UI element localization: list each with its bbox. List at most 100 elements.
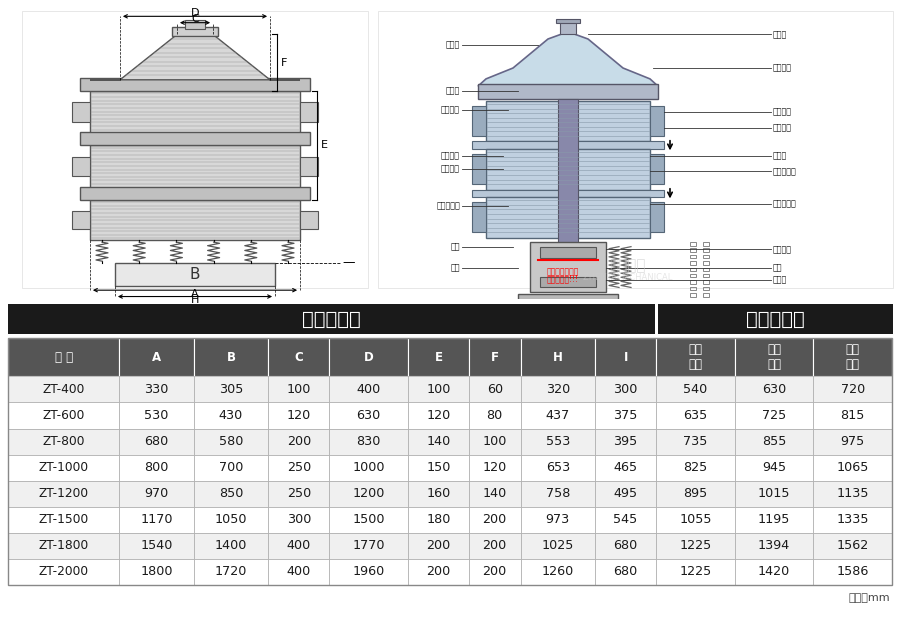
Bar: [329, 559, 408, 585]
Bar: [656, 533, 734, 559]
Bar: [690, 274, 696, 277]
Text: 电动机: 电动机: [773, 276, 788, 285]
Text: 压紧环: 压紧环: [446, 86, 460, 95]
Text: 1500: 1500: [353, 513, 385, 526]
Bar: [408, 533, 469, 559]
Text: ZT-1200: ZT-1200: [39, 487, 89, 500]
Bar: [185, 20, 205, 29]
Bar: [690, 255, 696, 258]
Text: 1025: 1025: [542, 539, 574, 553]
Bar: [656, 338, 734, 376]
Bar: [194, 533, 268, 559]
Bar: [656, 377, 734, 403]
Bar: [8, 507, 119, 533]
Bar: [408, 507, 469, 533]
Bar: [72, 210, 90, 229]
Bar: [268, 377, 329, 403]
Bar: [486, 149, 650, 190]
Bar: [595, 428, 656, 455]
Text: 375: 375: [614, 409, 638, 422]
Bar: [329, 377, 408, 403]
Bar: [194, 455, 268, 481]
Bar: [472, 142, 664, 149]
Bar: [530, 242, 606, 292]
Bar: [119, 377, 194, 403]
Text: 1770: 1770: [353, 539, 385, 553]
Bar: [469, 533, 520, 559]
Text: 825: 825: [683, 461, 707, 474]
Text: 945: 945: [762, 461, 786, 474]
Text: 180: 180: [427, 513, 451, 526]
Text: C: C: [294, 351, 303, 364]
Bar: [690, 242, 696, 246]
Bar: [814, 481, 892, 507]
Text: 830: 830: [356, 435, 381, 448]
Bar: [814, 377, 892, 403]
Bar: [814, 507, 892, 533]
Bar: [8, 428, 119, 455]
Text: ZT-1000: ZT-1000: [39, 461, 89, 474]
Bar: [72, 103, 90, 122]
Bar: [194, 507, 268, 533]
Bar: [194, 403, 268, 428]
Text: 一层
高度: 一层 高度: [688, 343, 702, 371]
Bar: [650, 154, 664, 184]
Bar: [72, 157, 90, 176]
Text: 395: 395: [614, 435, 638, 448]
Bar: [268, 428, 329, 455]
Bar: [814, 403, 892, 428]
Text: 弹簧: 弹簧: [451, 263, 460, 272]
Bar: [80, 187, 310, 200]
Bar: [690, 280, 696, 284]
Bar: [814, 533, 892, 559]
Bar: [119, 338, 194, 376]
Bar: [472, 202, 486, 232]
Bar: [657, 304, 893, 335]
Bar: [486, 101, 650, 142]
Bar: [734, 481, 814, 507]
Bar: [329, 507, 408, 533]
Text: 720: 720: [841, 383, 865, 396]
Text: 1960: 1960: [353, 565, 385, 578]
Text: 140: 140: [482, 487, 507, 500]
Bar: [469, 559, 520, 585]
Text: 100: 100: [482, 435, 507, 448]
Text: 250: 250: [287, 461, 311, 474]
Text: 437: 437: [545, 409, 570, 422]
Text: 小尺寸粗料: 小尺寸粗料: [436, 202, 460, 210]
Bar: [329, 338, 408, 376]
Bar: [8, 304, 655, 335]
Bar: [8, 403, 119, 428]
Bar: [734, 533, 814, 559]
Bar: [734, 507, 814, 533]
Text: 970: 970: [144, 487, 168, 500]
Bar: [469, 377, 520, 403]
Text: F: F: [281, 57, 287, 67]
Text: 1195: 1195: [758, 513, 790, 526]
Bar: [329, 428, 408, 455]
Text: 975: 975: [841, 435, 865, 448]
Text: 球形清洗板: 球形清洗板: [773, 167, 796, 176]
Text: 700: 700: [219, 461, 243, 474]
Bar: [703, 312, 709, 316]
Bar: [115, 263, 275, 285]
Text: 一般结构图: 一般结构图: [746, 310, 805, 329]
Text: 680: 680: [144, 435, 168, 448]
Text: B: B: [190, 267, 200, 282]
Bar: [540, 247, 596, 258]
Text: 635: 635: [683, 409, 707, 422]
Bar: [80, 78, 310, 91]
Bar: [329, 403, 408, 428]
Text: 400: 400: [287, 539, 311, 553]
Bar: [119, 481, 194, 507]
Text: 800: 800: [144, 461, 168, 474]
Text: 1065: 1065: [836, 461, 868, 474]
Bar: [734, 403, 814, 428]
Text: 下部重锤: 下部重锤: [773, 303, 792, 312]
Polygon shape: [478, 32, 658, 86]
Bar: [520, 377, 595, 403]
Bar: [595, 507, 656, 533]
Text: H: H: [191, 295, 199, 305]
Text: 120: 120: [482, 461, 507, 474]
Bar: [558, 99, 578, 287]
